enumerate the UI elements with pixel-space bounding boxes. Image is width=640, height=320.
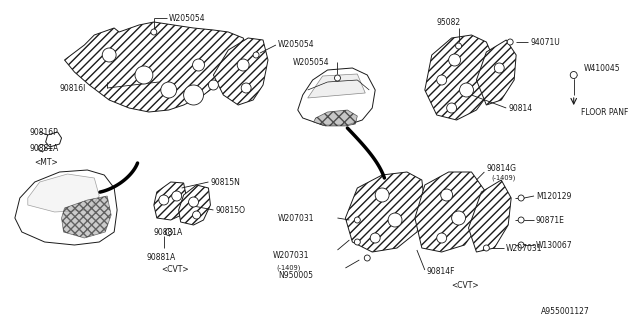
Polygon shape: [45, 132, 61, 147]
Text: W205054: W205054: [169, 13, 205, 22]
Circle shape: [436, 233, 447, 243]
Text: W207031: W207031: [278, 213, 314, 222]
Circle shape: [460, 83, 474, 97]
Circle shape: [370, 233, 380, 243]
Polygon shape: [65, 22, 248, 112]
Text: 90815N: 90815N: [211, 178, 240, 187]
Circle shape: [494, 63, 504, 73]
Text: M120129: M120129: [536, 191, 572, 201]
Text: 90816I: 90816I: [60, 84, 86, 92]
Text: <CVT>: <CVT>: [161, 266, 188, 275]
Polygon shape: [298, 68, 375, 125]
Polygon shape: [154, 182, 187, 220]
Polygon shape: [468, 180, 511, 252]
Polygon shape: [346, 172, 425, 252]
Circle shape: [518, 242, 524, 248]
Circle shape: [189, 197, 198, 207]
Circle shape: [193, 59, 204, 71]
Polygon shape: [15, 170, 117, 245]
Circle shape: [237, 59, 249, 71]
Text: W207031: W207031: [273, 252, 310, 260]
Circle shape: [102, 48, 116, 62]
Text: 90871E: 90871E: [536, 215, 565, 225]
Circle shape: [253, 52, 259, 58]
Polygon shape: [476, 40, 516, 105]
Polygon shape: [308, 74, 365, 98]
Circle shape: [449, 54, 461, 66]
Text: 95082: 95082: [436, 18, 461, 27]
Circle shape: [172, 191, 182, 201]
Text: 94071U: 94071U: [530, 37, 560, 46]
Circle shape: [38, 145, 45, 151]
Polygon shape: [179, 185, 211, 225]
Text: W130067: W130067: [536, 241, 573, 250]
Text: <CVT>: <CVT>: [452, 282, 479, 291]
Text: 90814F: 90814F: [427, 268, 455, 276]
Text: N950005: N950005: [278, 270, 313, 279]
Circle shape: [441, 189, 452, 201]
Text: 90815O: 90815O: [216, 205, 245, 214]
Text: W410045: W410045: [584, 63, 620, 73]
Text: 90814: 90814: [508, 103, 532, 113]
Circle shape: [456, 43, 461, 49]
Text: W205054: W205054: [293, 58, 330, 67]
Text: W207031: W207031: [506, 244, 543, 252]
Text: FLOOR PANF: FLOOR PANF: [580, 108, 628, 116]
Text: 90814G: 90814G: [486, 164, 516, 172]
Text: <MT>: <MT>: [35, 157, 58, 166]
Circle shape: [570, 71, 577, 78]
Text: 90881A: 90881A: [154, 228, 183, 236]
Text: (-1409): (-1409): [492, 175, 516, 181]
Circle shape: [518, 217, 524, 223]
Circle shape: [447, 103, 456, 113]
Text: A955001127: A955001127: [541, 308, 589, 316]
Polygon shape: [61, 196, 111, 238]
Text: 90816P: 90816P: [30, 127, 58, 137]
Circle shape: [452, 211, 465, 225]
Circle shape: [355, 239, 360, 245]
Polygon shape: [213, 38, 268, 105]
Text: (-1409): (-1409): [276, 265, 300, 271]
Circle shape: [508, 39, 513, 45]
Text: W205054: W205054: [278, 39, 314, 49]
Circle shape: [159, 195, 169, 205]
Circle shape: [364, 255, 370, 261]
Text: 90881A: 90881A: [30, 143, 59, 153]
Circle shape: [355, 217, 360, 223]
Circle shape: [241, 83, 251, 93]
Circle shape: [518, 195, 524, 201]
Text: 90881A: 90881A: [147, 253, 176, 262]
Circle shape: [184, 85, 204, 105]
Circle shape: [161, 82, 177, 98]
Polygon shape: [28, 174, 99, 212]
Polygon shape: [415, 172, 484, 252]
Circle shape: [483, 245, 490, 251]
Circle shape: [388, 213, 402, 227]
Circle shape: [193, 211, 200, 219]
Circle shape: [436, 75, 447, 85]
Polygon shape: [425, 35, 496, 120]
Circle shape: [209, 80, 218, 90]
Circle shape: [135, 66, 153, 84]
Circle shape: [165, 228, 172, 236]
Circle shape: [151, 29, 157, 35]
Polygon shape: [314, 110, 357, 126]
Circle shape: [335, 75, 340, 81]
Circle shape: [375, 188, 389, 202]
